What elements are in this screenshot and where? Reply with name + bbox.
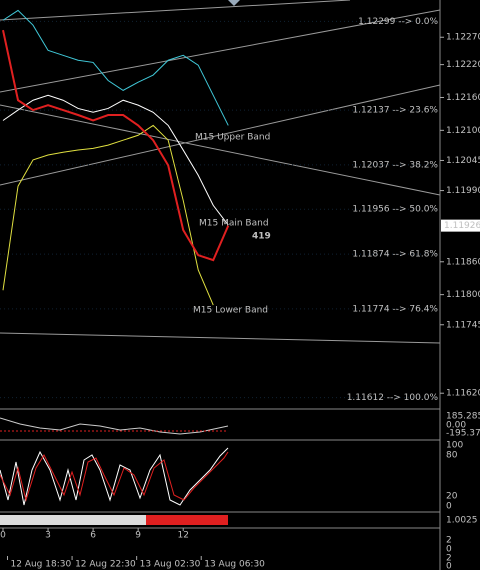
- bar-strip: [146, 515, 228, 525]
- panel-borders: [0, 0, 441, 570]
- y-tick-label: 1.11620: [446, 389, 480, 399]
- trend-line: [0, 332, 441, 344]
- price-label: 1.11926: [444, 221, 480, 231]
- series-line: [2, 9, 229, 126]
- x-tick-label: 13 Aug 02:30: [140, 560, 201, 570]
- trend-line: [0, 84, 441, 186]
- extra-label: 0: [446, 545, 452, 555]
- extra-label: 2: [446, 554, 452, 564]
- y-tick-label: 1.12100: [446, 126, 480, 136]
- cci-label: 0.00: [446, 421, 466, 431]
- band-label: M15 Main Band: [199, 219, 269, 229]
- cci-label: 185.2859: [446, 412, 480, 422]
- stochastic-label: 80: [446, 451, 458, 461]
- fib-label: 1.11774 --> 76.4%: [352, 304, 438, 314]
- marker: [228, 0, 240, 6]
- bar-strip: [0, 515, 146, 525]
- y-tick-label: 1.12220: [446, 60, 480, 70]
- fib-label: 1.11612 --> 100.0%: [347, 393, 439, 403]
- trend-line: [0, 9, 441, 93]
- x2-tick-label: 12: [177, 531, 188, 541]
- bars-label: 1.0025: [446, 516, 478, 526]
- y-tick-label: 1.12160: [446, 93, 480, 103]
- y-tick-label: 1.11990: [446, 186, 480, 196]
- y-tick-label: 1.12270: [446, 33, 480, 43]
- y-tick-label: 1.12045: [446, 156, 480, 166]
- x2-tick-label: 6: [90, 531, 96, 541]
- trend-line: [0, 0, 351, 21]
- fib-label: 1.12299 --> 0.0%: [358, 17, 438, 27]
- counter: 419: [252, 232, 271, 242]
- stoch-signal: [0, 451, 229, 502]
- fib-label: 1.12137 --> 23.6%: [352, 106, 438, 116]
- x-tick-label: 13 Aug 06:30: [204, 560, 265, 570]
- trend-line: [0, 104, 441, 196]
- cci-line: [0, 417, 229, 435]
- x2-tick-label: 0: [0, 531, 6, 541]
- stochastic-label: 20: [446, 492, 458, 502]
- x-tick-label: 12 Aug 18:30: [11, 560, 72, 570]
- y-tick-label: 1.11800: [446, 290, 480, 300]
- y-tick-label: 1.11745: [446, 320, 480, 330]
- fib-label: 1.11874 --> 61.8%: [352, 250, 438, 260]
- band-label: M15 Lower Band: [193, 306, 268, 316]
- stoch-main: [0, 447, 229, 506]
- trend-lines: [0, 0, 441, 344]
- cci-label: -195.371: [446, 429, 480, 439]
- extra-label: 0: [446, 562, 452, 570]
- x2-tick-label: 3: [45, 531, 51, 541]
- series-line: [2, 94, 229, 226]
- band-label: M15 Upper Band: [195, 133, 270, 143]
- fib-label: 1.11956 --> 50.0%: [352, 205, 438, 215]
- stochastic-label: 0: [446, 502, 452, 512]
- stochastic-label: 100: [446, 441, 463, 451]
- x2-tick-label: 9: [135, 531, 141, 541]
- series-line: [2, 29, 230, 262]
- x-tick-label: 12 Aug 22:30: [75, 560, 136, 570]
- fib-label: 1.12037 --> 38.2%: [352, 160, 438, 170]
- y-tick-label: 1.11860: [446, 257, 480, 267]
- price-box: [441, 219, 480, 232]
- extra-label: 2: [446, 536, 452, 546]
- series-line: [2, 124, 214, 306]
